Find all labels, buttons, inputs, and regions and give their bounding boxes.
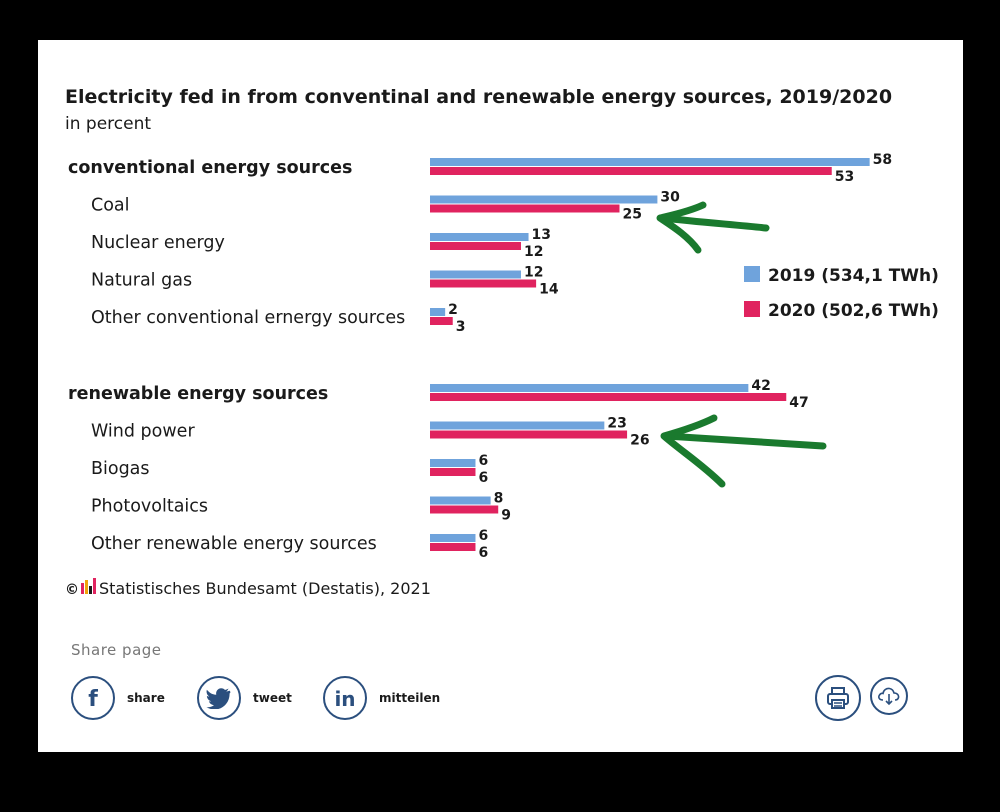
value-label-conventional-energy-sources-2020: 53 xyxy=(835,169,854,185)
value-label-wind-power-2019: 23 xyxy=(607,416,626,432)
bar-conventional-energy-sources-2020 xyxy=(430,167,832,175)
tweet-label: tweet xyxy=(253,691,292,705)
category-label-photovoltaics: Photovoltaics xyxy=(91,497,208,517)
source-text: Statistisches Bundesamt (Destatis), 2021 xyxy=(99,579,431,598)
value-label-coal-2020: 25 xyxy=(623,207,642,223)
legend: 2019 (534,1 TWh) 2020 (502,6 TWh) xyxy=(744,266,939,321)
bar-biogas-2019 xyxy=(430,459,476,467)
linkedin-share-button[interactable]: in mitteilen xyxy=(323,675,440,721)
group-label-conventional-energy-sources: conventional energy sources xyxy=(68,158,352,178)
source-logo: © xyxy=(65,578,96,598)
linkedin-icon: in xyxy=(323,676,367,720)
chart-subtitle: in percent xyxy=(65,114,151,134)
value-label-conventional-energy-sources-2019: 58 xyxy=(873,152,892,168)
bar-wind-power-2020 xyxy=(430,430,628,439)
value-label-coal-2019: 30 xyxy=(660,190,680,206)
value-label-other-conventional-ernergy-sources-2020: 3 xyxy=(456,319,466,335)
download-icon xyxy=(878,687,900,706)
bars-layer: conventional energy sources 58 53 Coal 30 25 N… xyxy=(68,152,892,561)
legend-label-2020: 2020 (502,6 TWh) xyxy=(768,301,939,321)
share-page-title: Share page xyxy=(71,641,162,659)
svg-text:in: in xyxy=(334,687,355,710)
bar-conventional-energy-sources-2019 xyxy=(430,158,870,166)
annotation-arrow-coal xyxy=(656,201,770,254)
twitter-share-button[interactable]: tweet xyxy=(197,675,292,721)
annotation-arrow-wind xyxy=(660,414,827,488)
chart-title: Electricity fed in from conventinal and … xyxy=(65,86,892,108)
bar-nuclear-energy-2020 xyxy=(430,242,521,250)
bar-other-renewable-energy-sources-2019 xyxy=(430,534,476,542)
category-label-coal: Coal xyxy=(91,196,130,216)
svg-text:f: f xyxy=(88,687,98,710)
category-label-wind-power: Wind power xyxy=(91,422,195,442)
print-button[interactable] xyxy=(815,675,861,721)
chart: Electricity fed in from conventinal and … xyxy=(65,86,939,598)
value-label-photovoltaics-2019: 8 xyxy=(494,491,504,507)
bar-nuclear-energy-2019 xyxy=(430,233,529,241)
chart-panel: Electricity fed in from conventinal and … xyxy=(38,40,963,752)
bar-other-renewable-energy-sources-2020 xyxy=(430,543,476,551)
legend-swatch-2019 xyxy=(744,266,760,282)
download-button[interactable] xyxy=(870,677,908,715)
value-label-photovoltaics-2020: 9 xyxy=(501,508,511,524)
value-label-other-renewable-energy-sources-2019: 6 xyxy=(478,528,488,544)
category-label-biogas: Biogas xyxy=(91,459,150,479)
bar-renewable-energy-sources-2020 xyxy=(430,393,787,401)
value-label-natural-gas-2020: 14 xyxy=(539,282,559,298)
share-label: share xyxy=(127,691,165,705)
twitter-icon xyxy=(197,676,241,720)
category-label-other-renewable-energy-sources: Other renewable energy sources xyxy=(91,534,377,554)
category-label-nuclear-energy: Nuclear energy xyxy=(91,233,225,253)
value-label-biogas-2020: 6 xyxy=(478,470,488,486)
value-label-nuclear-energy-2019: 13 xyxy=(532,227,551,243)
facebook-share-button[interactable]: f share xyxy=(71,675,165,721)
bar-natural-gas-2020 xyxy=(430,279,537,288)
bar-biogas-2020 xyxy=(430,468,476,476)
category-label-natural-gas: Natural gas xyxy=(91,271,192,291)
value-label-renewable-energy-sources-2020: 47 xyxy=(789,395,808,411)
bar-other-conventional-ernergy-sources-2019 xyxy=(430,308,446,316)
bar-natural-gas-2019 xyxy=(430,270,521,279)
facebook-icon: f xyxy=(71,676,115,720)
category-label-other-conventional-ernergy-sources: Other conventional ernergy sources xyxy=(91,308,405,328)
bar-photovoltaics-2019 xyxy=(430,496,491,505)
value-label-biogas-2019: 6 xyxy=(478,453,488,469)
value-label-other-conventional-ernergy-sources-2019: 2 xyxy=(448,302,458,318)
value-label-wind-power-2020: 26 xyxy=(630,433,649,449)
value-label-natural-gas-2019: 12 xyxy=(524,265,543,281)
bar-photovoltaics-2020 xyxy=(430,505,499,514)
bar-wind-power-2019 xyxy=(430,421,605,430)
mitteilen-label: mitteilen xyxy=(379,691,441,705)
print-icon xyxy=(827,687,849,709)
legend-swatch-2020 xyxy=(744,301,760,317)
bar-coal-2019 xyxy=(430,195,658,204)
value-label-other-renewable-energy-sources-2020: 6 xyxy=(478,545,488,561)
bar-coal-2020 xyxy=(430,204,620,213)
group-label-renewable-energy-sources: renewable energy sources xyxy=(68,384,328,404)
value-label-nuclear-energy-2020: 12 xyxy=(524,244,543,260)
svg-text:©: © xyxy=(65,582,79,598)
value-label-renewable-energy-sources-2019: 42 xyxy=(751,378,770,394)
bar-renewable-energy-sources-2019 xyxy=(430,384,749,392)
legend-label-2019: 2019 (534,1 TWh) xyxy=(768,266,939,286)
bar-other-conventional-ernergy-sources-2020 xyxy=(430,317,453,325)
